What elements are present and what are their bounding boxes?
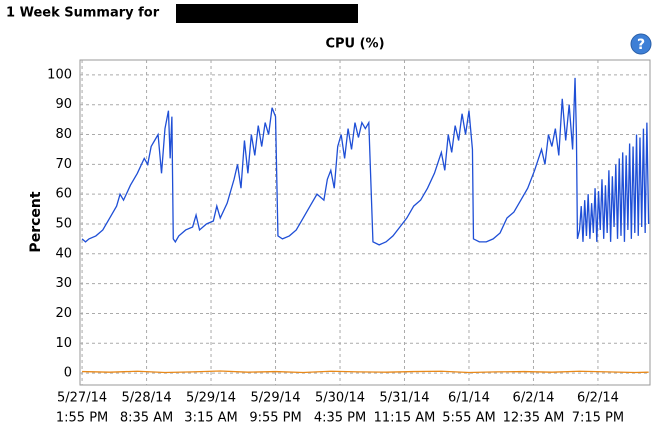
y-tick-label: 70 [55, 157, 72, 172]
line-series [81, 77, 650, 246]
y-tick-label: 90 [55, 97, 72, 112]
x-tick-label: 6/2/14 [513, 391, 555, 406]
x-tick-label: 1:55 PM [56, 411, 108, 426]
x-tick-label: 9:55 PM [249, 411, 301, 426]
x-tick-label: 5/28/14 [122, 391, 172, 406]
help-icon[interactable] [630, 33, 652, 55]
x-tick-label: 5/29/14 [186, 391, 236, 406]
y-tick-label: 60 [55, 187, 72, 202]
x-tick-label: 12:35 AM [503, 411, 565, 426]
x-tick-label: 7:15 PM [572, 411, 624, 426]
x-tick-label: 5/31/14 [379, 391, 429, 406]
x-tick-label: 5:55 AM [442, 411, 495, 426]
x-tick-label: 5/30/14 [315, 391, 365, 406]
y-tick-label: 0 [64, 366, 72, 381]
x-tick-label: 5/27/14 [57, 391, 107, 406]
y-tick-label: 30 [55, 276, 72, 291]
x-tick-label: 11:15 AM [374, 411, 436, 426]
help-icon-glyph[interactable]: ? [637, 37, 645, 53]
chart-title: CPU (%) [325, 37, 384, 52]
x-tick-label: 6/1/14 [448, 391, 490, 406]
y-tick-label: 10 [55, 336, 72, 351]
y-tick-label: 80 [55, 127, 72, 142]
line-series [82, 370, 649, 374]
y-tick-label: 20 [55, 306, 72, 321]
y-tick-label: 40 [55, 246, 72, 261]
y-axis-label: Percent [28, 191, 44, 252]
x-tick-label: 6/2/14 [577, 391, 619, 406]
plot-frame [79, 59, 651, 386]
y-tick-label: 100 [47, 67, 72, 82]
x-tick-label: 4:35 PM [314, 411, 366, 426]
y-tick-label: 50 [55, 216, 72, 231]
x-tick-label: 3:15 AM [184, 411, 237, 426]
x-tick-label: 8:35 AM [120, 411, 173, 426]
page-title: 1 Week Summary for [6, 6, 160, 21]
redacted-box [176, 4, 358, 23]
x-tick-label: 5/29/14 [250, 391, 300, 406]
